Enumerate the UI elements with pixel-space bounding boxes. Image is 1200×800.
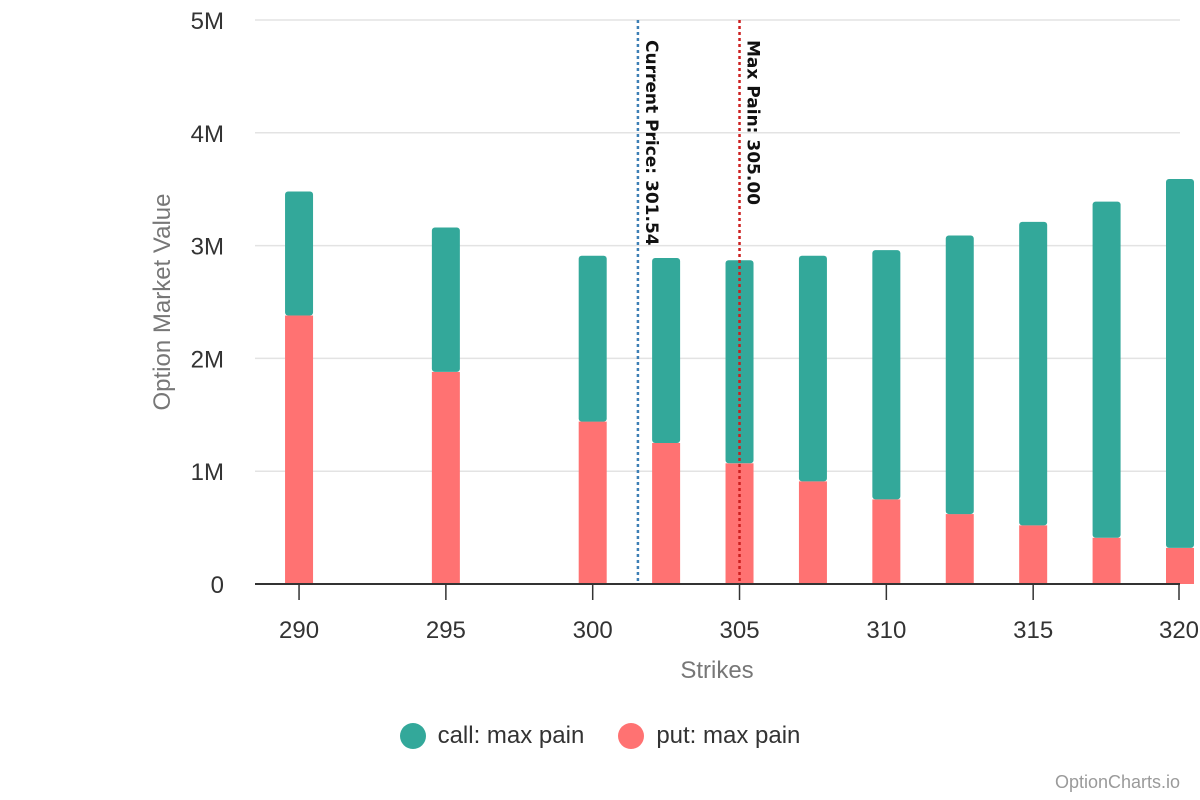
bar-put-290[interactable] <box>285 315 314 584</box>
legend-label-call: call: max pain <box>437 722 585 749</box>
call-series-swatch <box>399 723 426 749</box>
reference-label-current-price: Current Price: 301.54 <box>641 40 661 246</box>
x-tick-label: 315 <box>1013 617 1053 644</box>
x-tick-label: 295 <box>426 617 466 644</box>
bar-call-290[interactable] <box>285 191 314 316</box>
bar-call-295[interactable] <box>431 227 460 372</box>
bar-put-312.5[interactable] <box>945 514 974 584</box>
bar-call-302.5[interactable] <box>652 258 681 443</box>
y-tick-label: 0 <box>211 572 224 599</box>
axes: 0 1M 2M 3M 4M 5M 290 295 300 305 310 315 320 <box>191 8 1199 644</box>
reference-lines: Current Price: 301.54 Max Pain: 305.00 <box>636 20 763 584</box>
bar-call-305[interactable] <box>725 260 754 464</box>
bar-call-317.5[interactable] <box>1092 201 1121 538</box>
bar-put-305[interactable] <box>725 463 754 584</box>
credit-text[interactable]: OptionCharts.io <box>1054 772 1180 792</box>
legend: call: max pain put: max pain <box>0 722 1200 750</box>
y-axis-title: Option Market Value <box>149 194 176 411</box>
legend-item-put[interactable]: put: max pain <box>618 722 800 750</box>
x-tick-label: 305 <box>720 617 760 644</box>
bar-call-307.5[interactable] <box>798 255 827 482</box>
x-tick-label: 290 <box>279 617 319 644</box>
bar-put-310[interactable] <box>872 499 901 584</box>
bar-call-320[interactable] <box>1166 179 1194 548</box>
put-series-swatch <box>618 723 645 749</box>
bar-call-315[interactable] <box>1019 221 1048 526</box>
legend-item-call[interactable]: call: max pain <box>399 722 585 750</box>
bar-put-320[interactable] <box>1166 547 1194 584</box>
bar-put-307.5[interactable] <box>798 481 827 584</box>
y-tick-label: 5M <box>191 8 224 35</box>
bar-call-312.5[interactable] <box>945 235 974 515</box>
y-tick-label: 1M <box>191 459 224 486</box>
x-tick-label: 300 <box>573 617 613 644</box>
y-tick-label: 4M <box>191 121 224 148</box>
bar-put-295[interactable] <box>431 371 460 584</box>
bar-put-317.5[interactable] <box>1092 537 1121 584</box>
x-tick-label: 310 <box>866 617 906 644</box>
bar-call-300[interactable] <box>578 255 607 422</box>
x-tick-label: 320 <box>1159 617 1199 644</box>
bar-put-300[interactable] <box>578 421 607 584</box>
y-tick-label: 3M <box>191 234 224 261</box>
legend-label-put: put: max pain <box>656 722 801 749</box>
bar-put-315[interactable] <box>1019 525 1048 584</box>
bar-call-310[interactable] <box>872 250 901 500</box>
x-axis-title: Strikes <box>680 657 753 684</box>
bar-series <box>285 179 1194 584</box>
reference-label-max-pain: Max Pain: 305.00 <box>743 40 763 205</box>
y-tick-label: 2M <box>191 346 224 373</box>
bar-put-302.5[interactable] <box>652 443 681 584</box>
